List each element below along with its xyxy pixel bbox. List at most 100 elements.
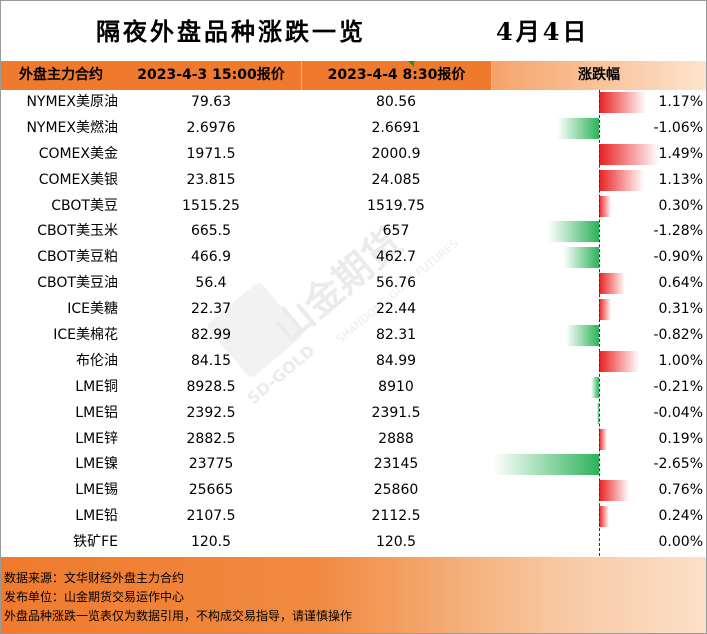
loss-bar [566,325,599,347]
prev-quote: 120.5 [190,534,232,551]
footer: 数据来源：文华财经外盘主力合约 发布单位：山金期货交易运作中心 外盘品种涨跌一览… [1,557,706,633]
prev-quote: 8928.5 [186,378,236,395]
contract-name: COMEX美银 [38,171,118,188]
prev-quote: 79.63 [190,94,232,110]
change-pct: -2.65% [653,456,703,473]
change-pct: -0.04% [653,404,703,421]
table-row: CBOT美豆油 56.4 56.76 0.64% [1,271,706,297]
contract-name: LME镍 [75,456,118,473]
prev-quote: 665.5 [190,223,232,240]
table-row: COMEX美金 1971.5 2000.9 1.49% [1,142,706,168]
table-row: ICE美棉花 82.99 82.31 -0.82% [1,323,706,349]
curr-quote: 25860 [373,482,419,499]
table-row: LME锌 2882.5 2888 0.19% [1,427,706,453]
loss-bar [590,376,599,398]
header-change: 涨跌幅 [491,61,706,90]
table-row: LME锡 25665 25860 0.76% [1,478,706,504]
table-row: 布伦油 84.15 84.99 1.00% [1,349,706,375]
table-row: ICE美糖 22.37 22.44 0.31% [1,297,706,323]
curr-quote: 2112.5 [371,508,421,525]
loss-bar [563,247,599,269]
change-pct: 0.64% [658,275,703,292]
table-row: COMEX美银 23.815 24.085 1.13% [1,168,706,194]
table-row: NYMEX美燃油 2.6976 2.6691 -1.06% [1,116,706,142]
table-header: 外盘主力合约 2023-4-3 15:00报价 2023-4-4 8:30报价 … [1,61,706,90]
contract-name: CBOT美豆油 [37,275,118,292]
change-pct: -0.21% [653,378,703,395]
prev-quote: 2.6976 [186,119,236,136]
change-pct: -1.28% [653,223,703,240]
contract-name: LME铝 [75,404,118,421]
change-pct: -0.90% [653,249,703,266]
loss-bar [493,454,599,476]
prev-quote: 25665 [188,482,234,499]
table-row: CBOT美玉米 665.5 657 -1.28% [1,219,706,245]
curr-quote: 23145 [373,456,419,473]
change-pct: 0.76% [658,482,703,499]
loss-bar [547,221,599,243]
curr-quote: 56.76 [375,275,417,292]
prev-quote: 84.15 [190,352,232,369]
footer-source: 数据来源：文华财经外盘主力合约 [4,571,185,585]
header-contract: 外盘主力合约 [1,61,121,90]
prev-quote: 56.4 [195,275,227,292]
prev-quote: 82.99 [190,327,232,344]
prev-quote: 2107.5 [186,508,236,525]
curr-quote: 8910 [378,378,414,395]
change-pct: 0.31% [658,301,703,318]
table-body: NYMEX美原油 79.63 80.56 1.17% NYMEX美燃油 2.6976 2.6… [1,90,706,556]
change-pct: 0.24% [658,508,703,525]
table-row: 铁矿FE 120.5 120.5 0.00% [1,530,706,556]
gain-bar [599,273,625,295]
contract-name: NYMEX美原油 [26,94,118,110]
table-row: LME镍 23775 23145 -2.65% [1,452,706,478]
header-curr-quote: 2023-4-4 8:30报价 [301,61,491,90]
prev-quote: 23775 [188,456,234,473]
gain-bar [599,143,659,165]
prev-quote: 1971.5 [186,145,236,162]
change-pct: 1.49% [658,145,703,162]
curr-quote: 2888 [378,430,414,447]
loss-bar [556,117,599,139]
contract-name: 铁矿FE [73,534,118,551]
table-row: LME铜 8928.5 8910 -0.21% [1,375,706,401]
footer-publisher: 发布单位：山金期货交易运作中心 [4,590,185,604]
prev-quote: 466.9 [190,249,232,266]
change-axis [599,90,600,556]
title-bar: 隔夜外盘品种涨跌一览 4月4日 [0,0,707,60]
header-prev-quote: 2023-4-3 15:00报价 [121,61,301,90]
contract-name: ICE美棉花 [53,327,118,344]
gain-bar [599,428,607,450]
contract-name: 布伦油 [76,352,118,369]
contract-name: CBOT美豆粕 [37,249,118,266]
change-pct: 1.00% [658,352,703,369]
gain-bar [599,92,646,113]
change-pct: 0.30% [658,197,703,214]
change-pct: -0.82% [653,327,703,344]
page-title: 隔夜外盘品种涨跌一览 [96,17,366,46]
curr-quote: 120.5 [375,534,417,551]
change-pct: 0.00% [658,534,703,551]
prev-quote: 2392.5 [186,404,236,421]
curr-quote: 462.7 [375,249,417,266]
contract-name: CBOT美豆 [51,197,118,214]
curr-quote: 657 [382,223,410,240]
contract-name: LME锌 [75,430,118,447]
loss-bar [597,402,599,424]
contract-name: LME锡 [75,482,118,499]
table-row: LME铅 2107.5 2112.5 0.24% [1,504,706,530]
change-pct: -1.06% [653,119,703,136]
curr-quote: 1519.75 [367,197,425,214]
prev-quote: 2882.5 [186,430,236,447]
curr-quote: 2.6691 [371,119,421,136]
contract-name: LME铅 [75,508,118,525]
gain-bar [599,299,612,321]
contract-name: LME铜 [75,378,118,395]
gain-bar [599,506,609,528]
curr-quote: 2000.9 [371,145,421,162]
contract-name: COMEX美金 [38,145,118,162]
prev-quote: 23.815 [186,171,236,188]
gain-bar [599,350,639,372]
gain-bar [599,480,630,502]
change-pct: 1.17% [658,94,703,110]
